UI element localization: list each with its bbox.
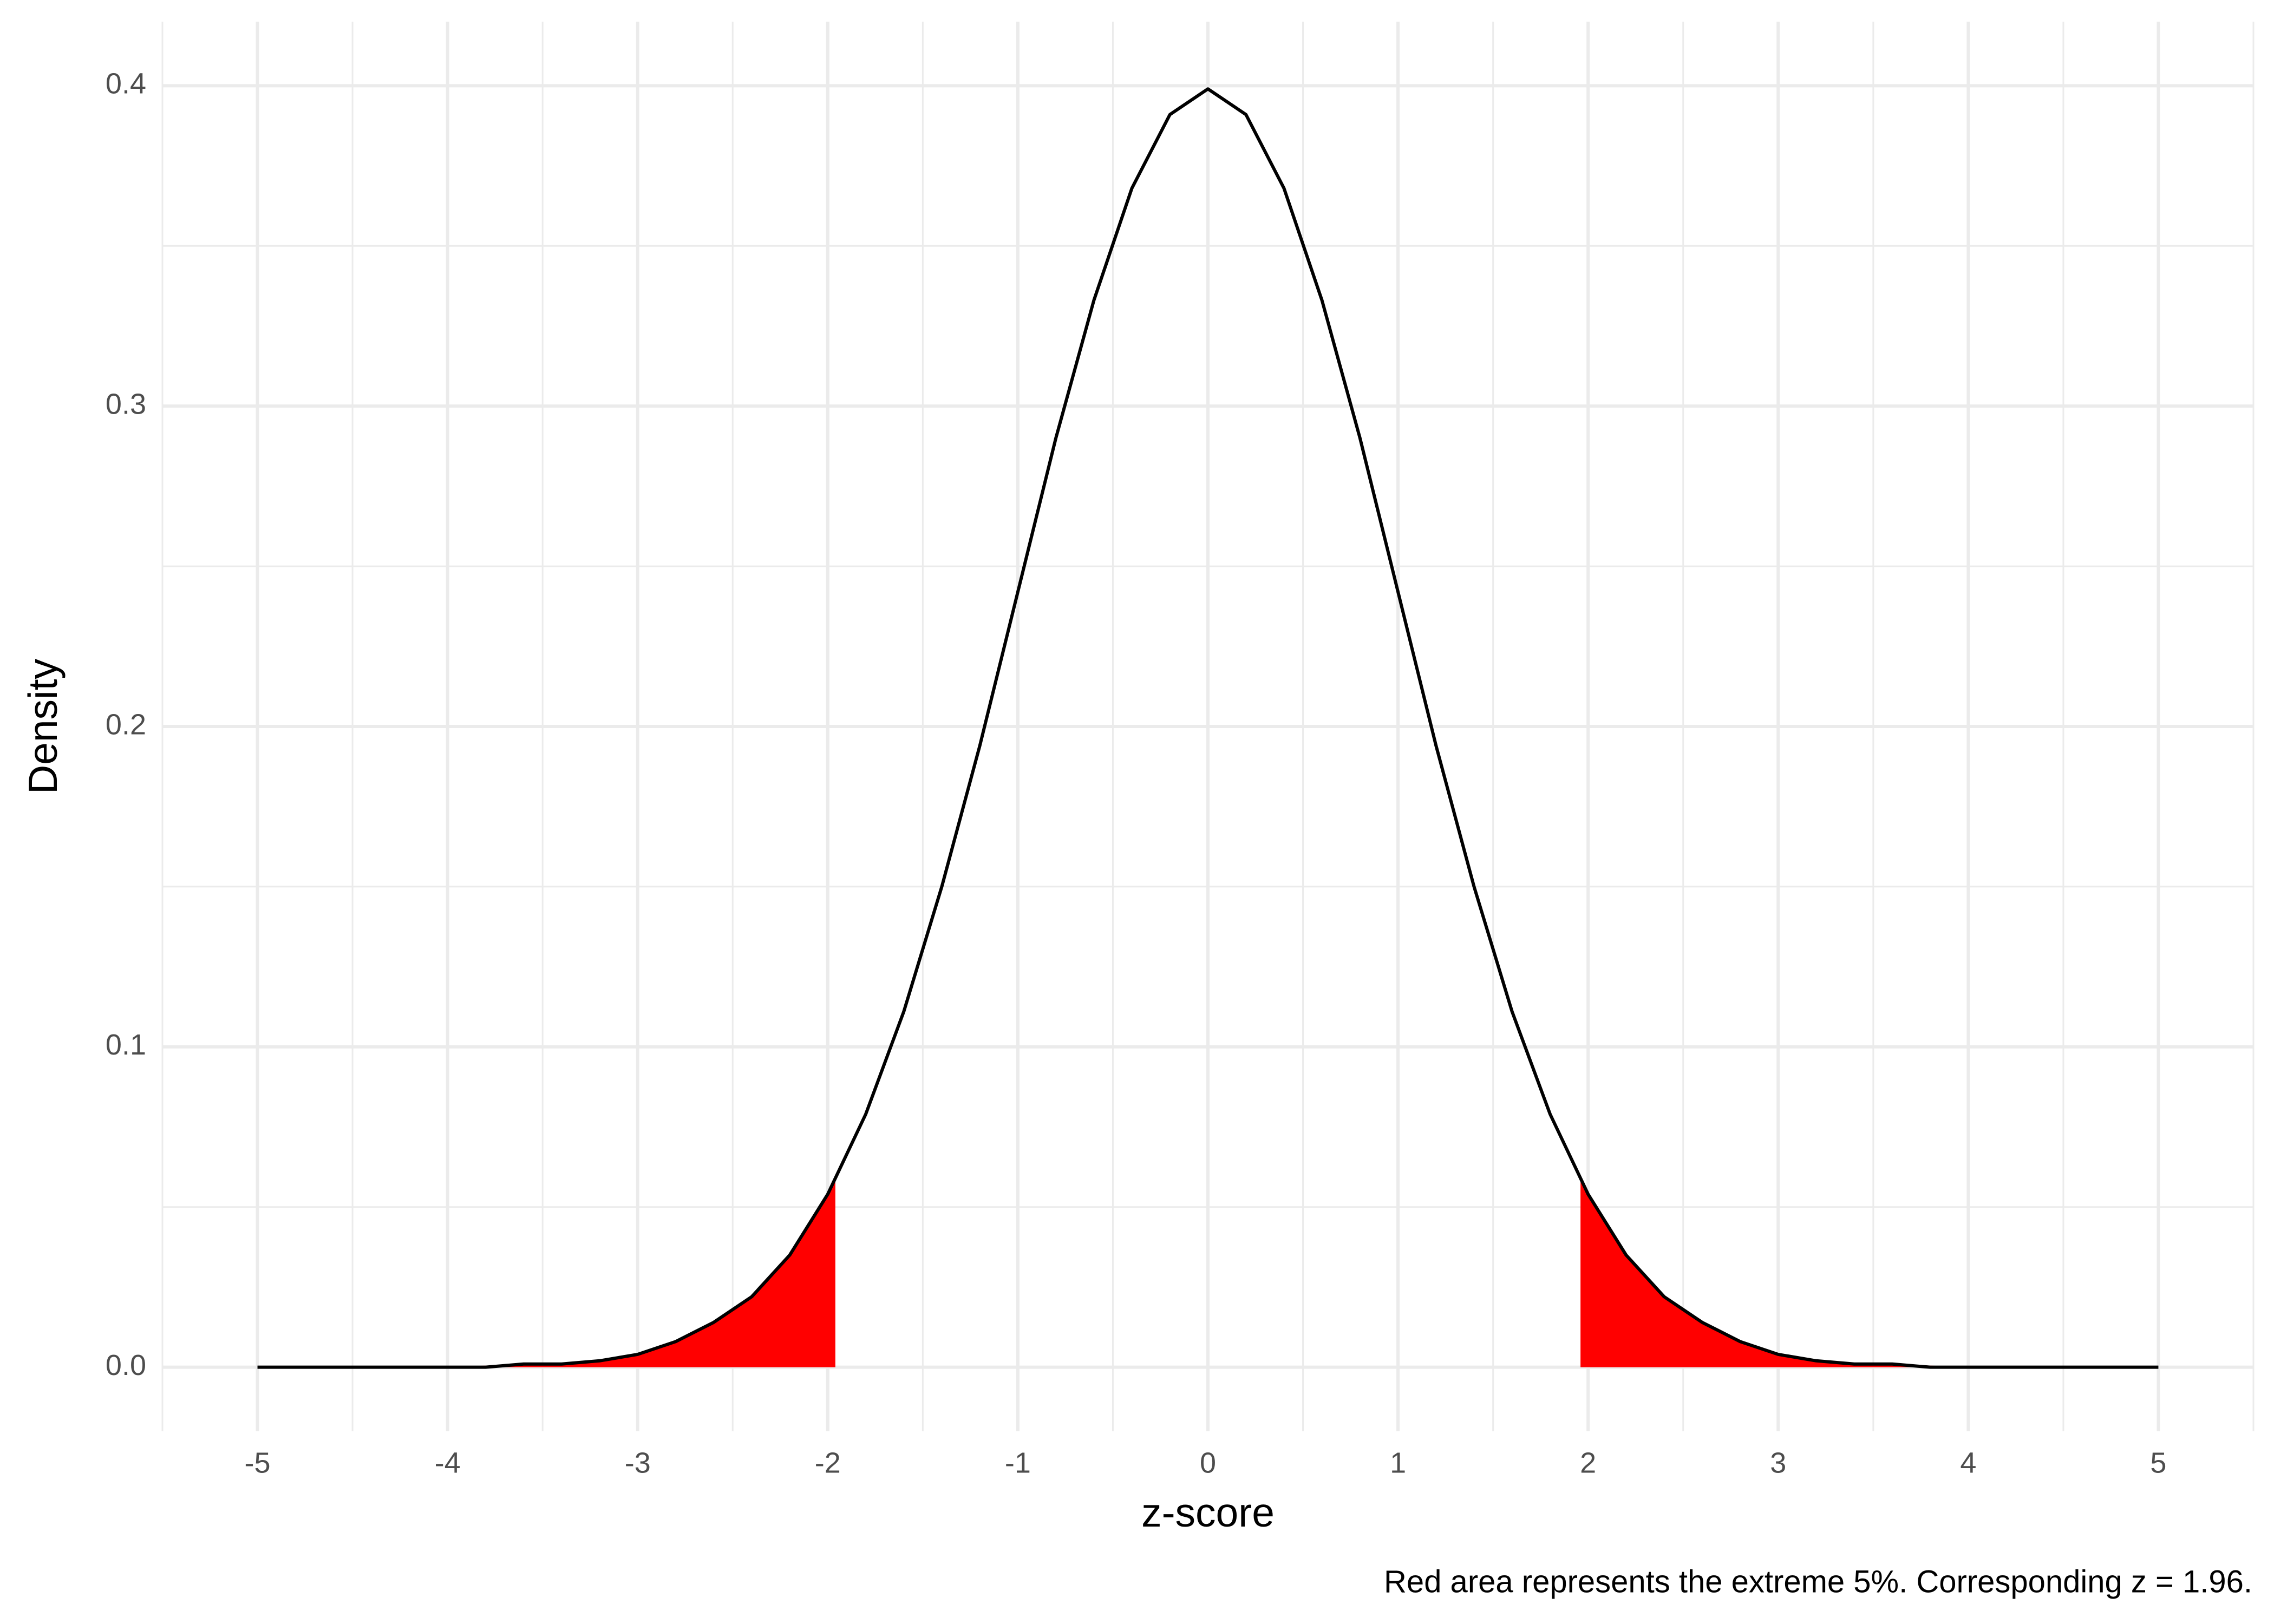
y-axis-title: Density: [20, 658, 66, 794]
density-line: [257, 87, 2159, 1369]
tail-area: [1580, 1181, 2159, 1367]
x-tick-label: 0: [1200, 1446, 1216, 1479]
x-tick-label: 3: [1770, 1446, 1786, 1479]
y-tick-label: 0.1: [106, 1029, 146, 1061]
x-tick-label: -4: [435, 1446, 461, 1479]
x-tick-label: 1: [1390, 1446, 1406, 1479]
x-tick-label: -5: [245, 1446, 271, 1479]
x-tick-label: -2: [815, 1446, 841, 1479]
x-tick-label: 5: [2150, 1446, 2166, 1479]
caption: Red area represents the extreme 5%. Corr…: [1384, 1564, 2252, 1599]
x-tick-label: 4: [1960, 1446, 1976, 1479]
x-tick-label: 2: [1580, 1446, 1596, 1479]
x-tick-label: -3: [625, 1446, 651, 1479]
y-tick-label: 0.2: [106, 708, 146, 741]
x-tick-label: -1: [1005, 1446, 1031, 1479]
y-tick-label: 0.0: [106, 1349, 146, 1381]
x-axis-title: z-score: [1141, 1490, 1275, 1535]
tail-area: [257, 1181, 835, 1367]
y-tick-label: 0.3: [106, 388, 146, 420]
y-tick-label: 0.4: [106, 68, 146, 100]
